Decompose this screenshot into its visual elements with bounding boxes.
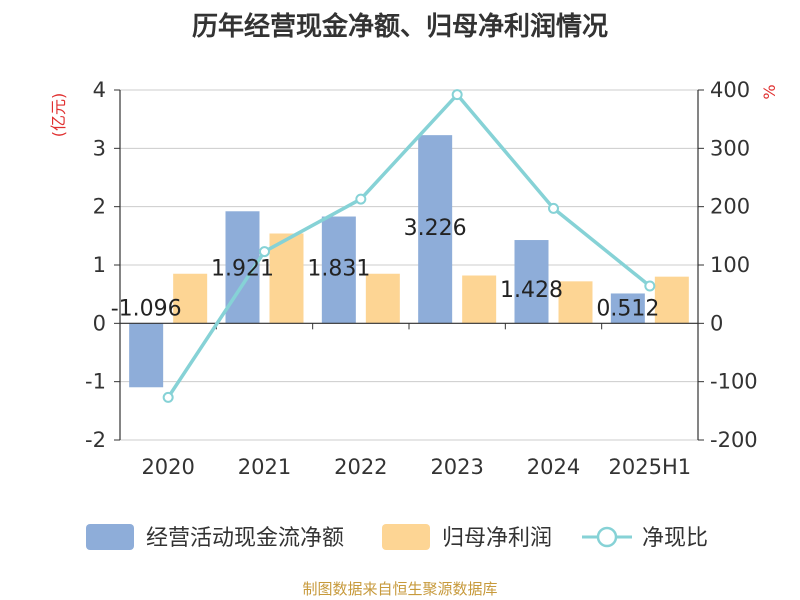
ratio-point [548, 202, 559, 214]
legend-label-net-profit: 归母净利润 [442, 526, 552, 551]
operating-cashflow-bar [129, 323, 164, 388]
left-axis-tick-label: -2 [85, 428, 106, 452]
x-axis-category-label: 2024 [527, 455, 580, 479]
net-profit-bar [462, 275, 497, 324]
operating-cashflow-data-label: 1.831 [307, 256, 370, 281]
right-axis-tick-label: -100 [710, 370, 758, 394]
legend-swatch-operating-cashflow [86, 524, 134, 550]
bars [129, 135, 689, 388]
x-axis-category-label: 2025H1 [609, 455, 692, 479]
gridlines [120, 89, 698, 441]
axes: 4 400 3 300 2 200 1 100 0 0 -1 -100 -2 -200 (亿元)% 2020 2… [49, 78, 779, 479]
ratio-series-line [166, 92, 651, 399]
left-axis-tick-label: 1 [93, 253, 106, 277]
operating-cashflow-data-label: 3.226 [404, 216, 467, 241]
x-axis-category-label: 2022 [334, 455, 387, 479]
operating-cashflow-data-label: -1.096 [111, 296, 182, 321]
operating-cashflow-bar [418, 135, 453, 324]
legend-swatch-net-profit [382, 524, 430, 550]
ratio-point [644, 280, 656, 292]
net-profit-bar [654, 276, 689, 324]
left-axis-tick-label: 4 [93, 78, 106, 102]
source-note: 制图数据来自恒生聚源数据库 [302, 580, 498, 598]
legend-label-ratio: 净现比 [642, 526, 708, 551]
right-axis-tick-label: 0 [710, 311, 723, 335]
ratio-point [355, 193, 367, 205]
chart-title: 历年经营现金净额、归母净利润情况 [191, 12, 608, 42]
x-axis-category-label: 2020 [141, 455, 194, 479]
operating-cashflow-bar [514, 240, 549, 324]
left-axis-unit: (亿元) [49, 93, 68, 138]
right-axis-unit: % [760, 84, 779, 99]
operating-cashflow-data-label: 1.428 [500, 278, 563, 303]
right-axis-tick-label: 300 [710, 136, 750, 160]
net-profit-bar [365, 273, 400, 324]
operating-cashflow-bar [610, 293, 645, 324]
operating-cashflow-data-label: 1.921 [211, 256, 274, 281]
net-profit-bar [173, 273, 208, 324]
data-labels: -1.096 1.921 1.831 3.226 1.428 0.512 [111, 216, 660, 321]
net-profit-bar [558, 281, 593, 324]
left-axis-tick-label: 0 [93, 311, 106, 335]
right-axis-tick-label: 200 [710, 195, 750, 219]
right-axis-tick-label: 100 [710, 253, 750, 277]
net-profit-bar [269, 233, 304, 324]
ratio-point [162, 391, 174, 403]
right-axis-tick-label: 400 [710, 78, 750, 102]
legend: 经营活动现金流净额 归母净利润 净现比 [86, 524, 708, 551]
x-axis-category-label: 2021 [238, 455, 291, 479]
ratio-point [451, 89, 463, 101]
left-axis-tick-label: -1 [85, 370, 106, 394]
right-axis-tick-label: -200 [710, 428, 758, 452]
left-axis-tick-label: 2 [93, 195, 106, 219]
ratio-point [259, 246, 270, 258]
operating-cashflow-bar [321, 216, 356, 324]
legend-label-operating-cashflow: 经营活动现金流净额 [146, 526, 344, 551]
left-axis-tick-label: 3 [93, 136, 106, 160]
operating-cashflow-data-label: 0.512 [596, 296, 659, 321]
x-axis-category-label: 2023 [430, 455, 483, 479]
ratio-line [162, 89, 656, 403]
legend-swatch-ratio-marker [596, 526, 618, 548]
